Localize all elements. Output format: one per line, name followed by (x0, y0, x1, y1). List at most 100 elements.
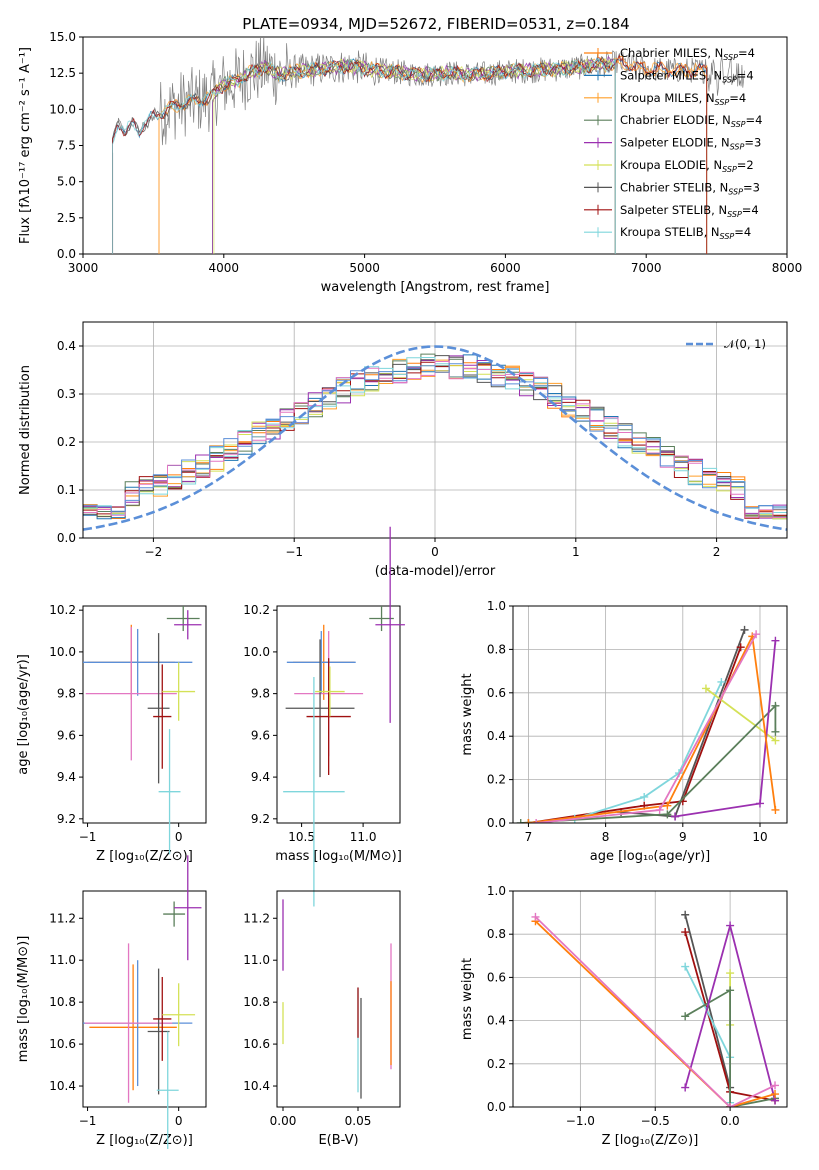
legend-suffix: =4 (729, 91, 746, 105)
legend-entry: Kroupa MILES, NSSP=4 (620, 91, 746, 107)
legend-text: Kroupa STELIB, N (620, 225, 720, 239)
data-point (147, 633, 170, 784)
weight-marker (681, 1083, 690, 1092)
y-tick-label: 10.2 (243, 603, 270, 617)
y-axis-label: Normed distribution (18, 365, 33, 495)
x-tick-label: 9 (679, 830, 687, 844)
y-tick-label: 10.4 (243, 1079, 270, 1093)
histogram-step-line (83, 357, 787, 515)
axes-frame (512, 605, 788, 824)
data-point (153, 664, 172, 769)
y-tick-label: 11.2 (243, 911, 270, 925)
y-tick-label: 9.8 (57, 687, 76, 701)
x-tick-label: 8 (602, 830, 610, 844)
legend-subscript: SSP (720, 232, 735, 241)
legend-text: Kroupa MILES, N (620, 91, 715, 105)
y-tick-label: 7.5 (57, 139, 76, 153)
legend-subscript: SSP (722, 75, 737, 84)
x-tick-label: 10.5 (288, 830, 315, 844)
x-tick-label: 0.05 (345, 1114, 372, 1128)
x-tick-label: 4000 (209, 261, 240, 275)
x-tick-label: 7 (525, 830, 533, 844)
weight-marker (771, 1081, 780, 1090)
x-tick-label: 0.00 (270, 1114, 297, 1128)
y-axis-label: Flux [fλ10⁻¹⁷ erg cm⁻² s⁻¹ A⁻¹] (18, 47, 33, 244)
axes-frame (276, 890, 401, 1108)
data-point (283, 676, 345, 907)
x-tick-label: 1 (572, 545, 580, 559)
y-tick-label: 5.0 (57, 175, 76, 189)
data-point (158, 729, 181, 855)
weight-marker (663, 810, 672, 819)
weight-marker (752, 630, 761, 639)
legend-suffix: =4 (746, 113, 763, 127)
weight-marker (681, 962, 690, 971)
data-point (286, 631, 356, 694)
y-tick-label: 15.0 (49, 30, 76, 44)
y-tick-label: 10.6 (243, 1037, 270, 1051)
weight-series (701, 684, 780, 745)
axes-frame (82, 890, 207, 1108)
y-tick-label: 9.6 (251, 728, 270, 742)
data-point (375, 526, 405, 723)
y-tick-label: 0.4 (57, 339, 76, 353)
x-tick-label: 0 (175, 1114, 183, 1128)
y-tick-label: 1.0 (487, 599, 506, 613)
data-point (162, 983, 196, 1047)
y-axis-label: age [log₁₀(age/yr)] (16, 654, 31, 775)
legend-suffix: =3 (743, 180, 760, 194)
weight-marker (771, 805, 780, 814)
y-axis-label: mass weight (460, 958, 475, 1040)
x-tick-label: 3000 (68, 261, 99, 275)
x-axis-label: age [log₁₀(age/yr)] (590, 849, 711, 864)
legend-suffix: =4 (737, 68, 754, 82)
legend-suffix: =4 (738, 46, 755, 60)
data-point (153, 976, 172, 1061)
legend-text: Salpeter STELIB, N (620, 203, 727, 217)
y-tick-label: 9.4 (57, 770, 76, 784)
x-tick-label: 8000 (772, 261, 803, 275)
legend-text: Kroupa ELODIE, N (620, 158, 722, 172)
x-tick-label: 0 (175, 830, 183, 844)
data-point (84, 943, 173, 1103)
legend-entry: Chabrier ELODIE, NSSP=4 (620, 113, 762, 129)
y-tick-label: 10.0 (49, 645, 76, 659)
legend-entry: 𝒩(0, 1) (724, 337, 766, 351)
legend-text: Chabrier ELODIE, N (620, 113, 731, 127)
y-axis-label: mass [log₁₀(M/M⊙)] (16, 936, 31, 1063)
legend-text: Salpeter MILES, N (620, 68, 722, 82)
x-tick-label: 6000 (490, 261, 521, 275)
data-point (83, 628, 193, 696)
y-tick-label: 11.0 (49, 953, 76, 967)
weight-marker (655, 805, 664, 814)
data-point (147, 968, 170, 1095)
x-axis-label: E(B-V) (318, 1133, 358, 1148)
weight-marker (663, 801, 672, 810)
y-tick-label: 0.6 (487, 686, 506, 700)
weight-marker (726, 921, 735, 930)
y-tick-label: 9.8 (251, 687, 270, 701)
y-tick-label: 10.4 (49, 1079, 76, 1093)
y-tick-label: 0.0 (57, 531, 76, 545)
y-tick-label: 11.0 (243, 953, 270, 967)
y-tick-label: 0.1 (57, 483, 76, 497)
y-tick-label: 9.2 (57, 812, 76, 826)
weight-line (528, 633, 777, 823)
legend-entry: Salpeter STELIB, NSSP=4 (620, 203, 759, 219)
y-tick-label: 0.2 (487, 1057, 506, 1071)
weight-marker (640, 792, 649, 801)
weight-line (520, 703, 777, 823)
plot-layer: 3000 4000 5000 6000 7000 80000.02.55.07.510.0… (16, 30, 802, 1149)
weight-marker (532, 819, 541, 823)
legend-suffix: =4 (734, 225, 751, 239)
y-tick-label: 2.5 (57, 211, 76, 225)
y-tick-label: 10.6 (49, 1037, 76, 1051)
legend-entry: Chabrier MILES, NSSP=4 (620, 46, 755, 62)
y-tick-label: 10.8 (243, 995, 270, 1009)
weight-series (516, 701, 780, 823)
x-axis-label: (data-model)/error (375, 564, 496, 579)
weight-line (574, 681, 723, 820)
x-tick-label: 7000 (631, 261, 662, 275)
data-point (162, 662, 196, 721)
